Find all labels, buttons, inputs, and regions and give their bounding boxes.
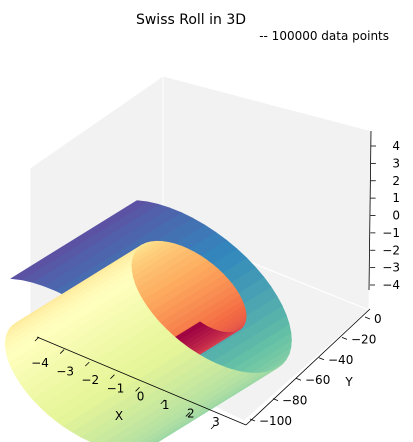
x-tick-label: 1 <box>162 398 170 412</box>
z-tick-label: 0 <box>392 209 400 223</box>
z-tick-label: 4 <box>392 139 400 153</box>
y-tick-label: −40 <box>328 353 353 367</box>
x-tick-label: −4 <box>31 356 49 370</box>
x-axis: −4 −3 −2 −1 0 1 2 3 X <box>31 336 247 430</box>
y-tick-label: −20 <box>351 332 376 346</box>
surface-patch <box>9 247 139 330</box>
y-tick-mark <box>318 357 325 361</box>
x-tick-mark <box>135 387 140 392</box>
x-tick-mark <box>160 399 165 405</box>
y-tick-mark <box>364 316 371 320</box>
y-tick-mark <box>272 398 279 401</box>
x-axis-line <box>36 336 247 426</box>
chart-title: Swiss Roll in 3D <box>136 12 246 28</box>
y-tick-label: −60 <box>305 373 330 387</box>
z-ticks: −4 −3 −2 −1 0 1 2 3 4 <box>370 139 400 292</box>
y-tick-mark <box>295 377 302 381</box>
z-axis: −4 −3 −2 −1 0 1 2 3 4 <box>368 130 400 292</box>
swiss-roll-surface <box>4 200 292 442</box>
x-tick-label: −1 <box>107 381 125 395</box>
x-tick-label: 0 <box>137 390 145 404</box>
x-axis-label: X <box>115 409 123 423</box>
z-axis-line <box>368 130 372 291</box>
y-tick-mark <box>249 418 256 422</box>
y-axis-label: Y <box>344 375 353 389</box>
x-tick-mark <box>59 349 65 354</box>
y-axis-line <box>245 308 371 426</box>
z-tick-label: 2 <box>392 174 400 188</box>
z-tick-label: 1 <box>392 191 400 205</box>
x-tick-mark <box>185 412 191 417</box>
z-tick-label: −3 <box>382 261 400 275</box>
x-ticks: −4 −3 −2 −1 0 1 2 3 <box>31 336 220 430</box>
y-tick-label: 0 <box>374 312 382 326</box>
x-tick-mark <box>210 424 216 430</box>
y-tick-mark <box>341 337 348 340</box>
x-tick-mark <box>34 336 40 342</box>
y-tick-label: −80 <box>282 394 307 408</box>
x-tick-mark <box>110 374 115 379</box>
x-tick-mark <box>85 361 90 367</box>
z-tick-label: 3 <box>392 156 400 170</box>
y-axis: −100 −80 −60 −40 −20 0 Y <box>245 308 382 428</box>
x-tick-label: −3 <box>56 364 74 378</box>
chart-subtitle: -- 100000 data points <box>259 29 389 43</box>
y-tick-label: −100 <box>259 414 292 428</box>
z-tick-label: −1 <box>382 226 400 240</box>
x-tick-label: 2 <box>187 407 195 421</box>
z-tick-label: −2 <box>382 243 400 257</box>
surface-patch <box>10 200 149 281</box>
z-tick-label: −4 <box>382 278 400 292</box>
y-ticks: −100 −80 −60 −40 −20 0 <box>249 312 382 428</box>
x-tick-label: −2 <box>81 373 99 387</box>
x-tick-label: 3 <box>212 415 220 429</box>
